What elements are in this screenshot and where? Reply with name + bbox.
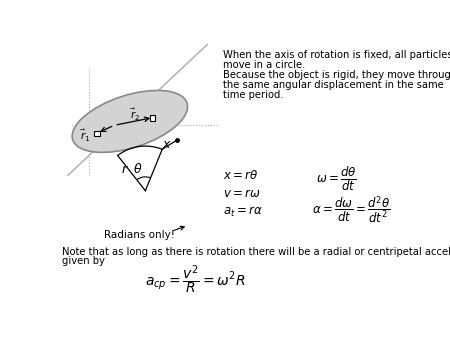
Text: $\omega = \dfrac{d\theta}{dt}$: $\omega = \dfrac{d\theta}{dt}$	[316, 165, 357, 193]
Text: time period.: time period.	[223, 90, 284, 100]
Text: Because the object is rigid, they move through: Because the object is rigid, they move t…	[223, 70, 450, 80]
Text: $r$: $r$	[122, 163, 129, 176]
Text: $x$: $x$	[162, 138, 172, 151]
Text: $\theta$: $\theta$	[133, 162, 142, 176]
Text: Radians only!: Radians only!	[104, 230, 176, 240]
Text: move in a circle.: move in a circle.	[223, 60, 305, 70]
Text: the same angular displacement in the same: the same angular displacement in the sam…	[223, 80, 444, 90]
Text: given by: given by	[63, 256, 105, 266]
Text: $x = r\theta$: $x = r\theta$	[223, 169, 258, 182]
Text: $\vec{r}_1$: $\vec{r}_1$	[80, 128, 90, 144]
Text: $a_t = r\alpha$: $a_t = r\alpha$	[223, 204, 262, 219]
Text: $\alpha = \dfrac{d\omega}{dt} = \dfrac{d^2\theta}{dt^2}$: $\alpha = \dfrac{d\omega}{dt} = \dfrac{d…	[312, 194, 391, 226]
Ellipse shape	[72, 91, 188, 152]
Text: $v = r\omega$: $v = r\omega$	[223, 187, 261, 199]
Text: When the axis of rotation is fixed, all particles: When the axis of rotation is fixed, all …	[223, 50, 450, 60]
Text: Note that as long as there is rotation there will be a radial or centripetal acc: Note that as long as there is rotation t…	[63, 247, 450, 257]
Text: $\vec{r}_2$: $\vec{r}_2$	[130, 107, 140, 123]
Bar	[150, 115, 155, 121]
Bar	[94, 131, 99, 136]
Text: $a_{cp} = \dfrac{v^2}{R} = \omega^2 R$: $a_{cp} = \dfrac{v^2}{R} = \omega^2 R$	[145, 263, 246, 296]
